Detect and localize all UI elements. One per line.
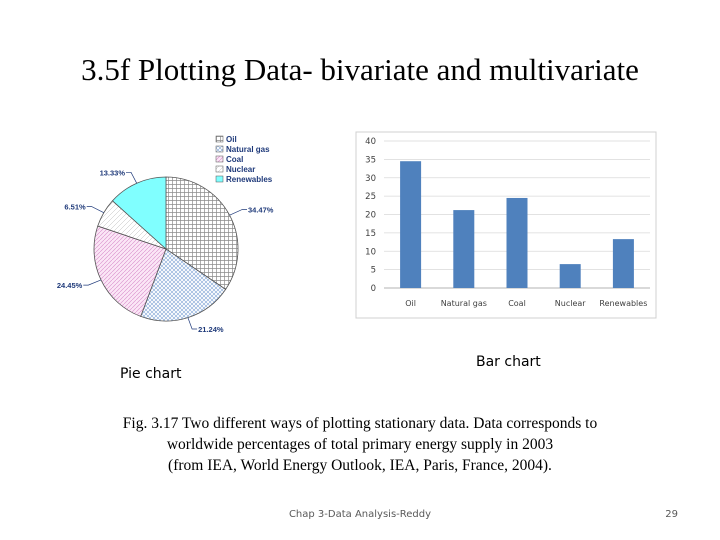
- slide-title: 3.5f Plotting Data- bivariate and multiv…: [81, 52, 639, 87]
- pie-leader-line: [187, 317, 198, 330]
- bar-x-tick-label: Natural gas: [441, 299, 487, 308]
- bar-y-tick-label: 35: [365, 155, 376, 165]
- bar-chart: 0 5 10 15 20 25 30 35 40 Oil Natural gas Coal Nucle…: [355, 131, 657, 319]
- pie-leader-line: [83, 279, 102, 286]
- pie-legend-swatch: [215, 155, 224, 163]
- pie-legend-swatch: [215, 145, 224, 153]
- bar-y-tick-label: 20: [365, 211, 376, 221]
- pie-legend-swatch: [215, 175, 224, 183]
- pie-slice-label: 24.45%: [57, 281, 83, 290]
- page-number: 29: [665, 509, 678, 520]
- bar-coal: [506, 197, 528, 288]
- pie-chart: 34.47% 21.24% 24.45% 6.51% 13.33% OilNatural…: [57, 135, 274, 334]
- bar-renewables: [612, 239, 634, 288]
- pie-legend-label: Coal: [226, 155, 243, 164]
- figure-caption-line: worldwide percentages of total primary e…: [166, 436, 554, 453]
- bar-y-tick-label: 10: [365, 247, 376, 257]
- bar-y-tick-label: 30: [365, 174, 376, 184]
- pie-slice-label: 34.47%: [248, 206, 274, 215]
- pie-legend-swatch: [215, 135, 224, 143]
- bar-natural-gas: [453, 210, 475, 288]
- pie-slice-renewables: [111, 176, 167, 250]
- bar-x-tick-label: Renewables: [599, 299, 647, 308]
- pie-chart-caption: Pie chart: [120, 366, 182, 382]
- pie-legend-swatch: [215, 165, 224, 173]
- pie-leader-line: [229, 209, 247, 216]
- bar-x-tick-label: Oil: [405, 299, 416, 308]
- pie-legend-label: Nuclear: [226, 165, 255, 174]
- pie-leader-line: [126, 171, 138, 184]
- bar-x-tick-label: Coal: [508, 299, 526, 308]
- bar-oil: [400, 161, 422, 288]
- pie-slice-natural-gas: [140, 248, 227, 322]
- bar-x-tick-label: Nuclear: [555, 299, 587, 308]
- pie-slice-label: 21.24%: [198, 325, 224, 334]
- pie-slice-oil: [165, 176, 239, 290]
- bar-y-tick-label: 5: [371, 266, 376, 276]
- bar-nuclear: [559, 264, 581, 288]
- pie-legend-label: Natural gas: [226, 145, 270, 154]
- bar-y-tick-label: 15: [365, 229, 376, 239]
- pie-legend-label: Oil: [226, 135, 237, 144]
- pie-leader-line: [86, 206, 104, 214]
- pie-slice-label: 6.51%: [64, 203, 86, 212]
- figure-caption-line: (from IEA, World Energy Outlook, IEA, Pa…: [168, 457, 552, 474]
- pie-slice-label: 13.33%: [100, 168, 126, 177]
- figure-caption-line: Fig. 3.17 Two different ways of plotting…: [122, 415, 598, 432]
- figure-caption: Fig. 3.17 Two different ways of plotting…: [60, 413, 660, 476]
- bar-y-tick-label: 25: [365, 192, 376, 202]
- slide-footer: Chap 3-Data Analysis-Reddy: [288, 509, 432, 520]
- pie-legend-label: Renewables: [226, 175, 273, 184]
- bar-y-tick-label: 40: [365, 137, 376, 147]
- bar-chart-caption: Bar chart: [476, 354, 541, 370]
- bar-y-tick-label: 0: [371, 284, 376, 294]
